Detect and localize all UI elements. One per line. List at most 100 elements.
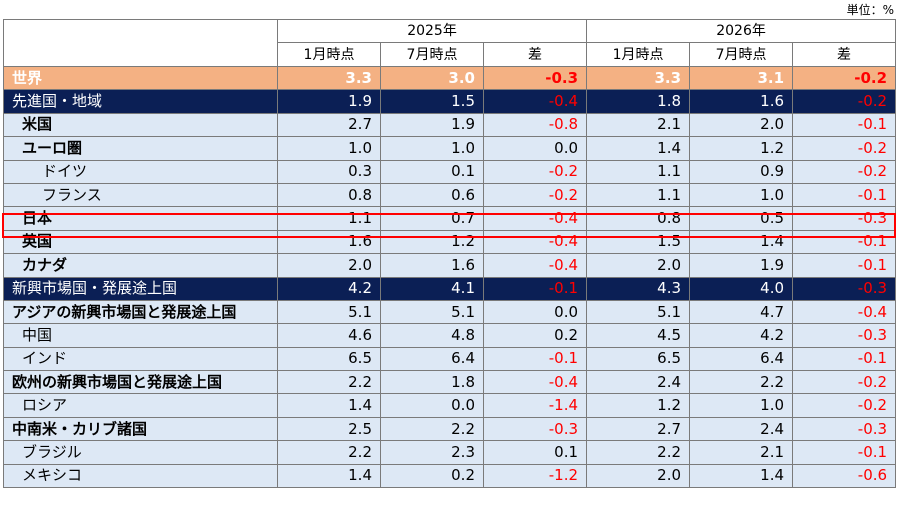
header-sub: 1月時点 (277, 42, 381, 67)
value-cell: 2.3 (380, 440, 484, 465)
value-cell: 2.1 (689, 440, 794, 465)
table-row: 世界 3.3 3.0 -0.3 3.3 3.1 -0.2 (3, 65, 897, 91)
row-label: ブラジル (3, 440, 278, 465)
table-row: 中国 4.6 4.8 0.2 4.5 4.2 -0.3 (3, 323, 897, 348)
value-cell: -0.3 (482, 65, 588, 91)
value-cell: 1.6 (380, 253, 484, 278)
row-label: アジアの新興市場国と発展途上国 (3, 299, 278, 325)
value-cell: 4.8 (380, 323, 484, 348)
value-cell: 1.2 (380, 229, 484, 255)
value-cell: 1.8 (380, 370, 484, 395)
value-cell: 0.6 (380, 182, 484, 208)
value-cell: -0.3 (792, 416, 897, 442)
value-cell: 5.1 (586, 299, 691, 325)
value-cell: 1.6 (689, 89, 794, 114)
value-cell: -0.3 (792, 323, 897, 348)
table-row: 先進国・地域 1.9 1.5 -0.4 1.8 1.6 -0.2 (3, 89, 897, 114)
value-cell: 1.1 (277, 206, 381, 231)
value-cell: 0.1 (380, 159, 484, 184)
header-sub: 7月時点 (380, 42, 484, 67)
value-cell: 3.3 (277, 65, 381, 91)
row-label: 欧州の新興市場国と発展途上国 (3, 370, 278, 395)
table-row: ユーロ圏 1.0 1.0 0.0 1.4 1.2 -0.2 (3, 136, 897, 161)
value-cell: 2.0 (586, 253, 691, 278)
value-cell: 6.5 (277, 346, 381, 372)
value-cell: 4.2 (277, 276, 381, 301)
row-label: 新興市場国・発展途上国 (3, 276, 278, 301)
value-cell: 2.1 (586, 112, 691, 138)
value-cell: 4.5 (586, 323, 691, 348)
value-cell: 1.1 (586, 182, 691, 208)
header-sub: 7月時点 (689, 42, 794, 67)
value-cell: -0.4 (792, 299, 897, 325)
value-cell: -0.1 (792, 253, 897, 278)
value-cell: 6.5 (586, 346, 691, 372)
value-cell: 1.4 (586, 136, 691, 161)
row-label: 米国 (3, 112, 278, 138)
value-cell: 2.4 (586, 370, 691, 395)
value-cell: 2.2 (689, 370, 794, 395)
value-cell: 0.8 (586, 206, 691, 231)
value-cell: 1.6 (277, 229, 381, 255)
value-cell: 1.8 (586, 89, 691, 114)
value-cell: 4.3 (586, 276, 691, 301)
row-label: 世界 (3, 65, 278, 91)
table-row: 中南米・カリブ諸国 2.5 2.2 -0.3 2.7 2.4 -0.3 (3, 416, 897, 442)
value-cell: -0.6 (792, 463, 897, 489)
value-cell: 1.4 (689, 229, 794, 255)
value-cell: 0.2 (482, 323, 588, 348)
table-row: アジアの新興市場国と発展途上国 5.1 5.1 0.0 5.1 4.7 -0.4 (3, 299, 897, 325)
value-cell: 2.0 (586, 463, 691, 489)
value-cell: 1.9 (380, 112, 484, 138)
value-cell: -0.2 (792, 65, 897, 91)
value-cell: 2.0 (277, 253, 381, 278)
header-corner (3, 19, 278, 67)
row-label: 日本 (3, 206, 278, 231)
value-cell: -0.3 (482, 416, 588, 442)
row-label: インド (3, 346, 278, 372)
value-cell: 0.5 (689, 206, 794, 231)
value-cell: -0.2 (482, 182, 588, 208)
value-cell: -0.1 (792, 440, 897, 465)
value-cell: -0.4 (482, 229, 588, 255)
value-cell: -0.3 (792, 276, 897, 301)
value-cell: 1.4 (277, 393, 381, 418)
value-cell: -0.1 (792, 182, 897, 208)
value-cell: 2.2 (586, 440, 691, 465)
header-row-subs: 1月時点 7月時点 差 1月時点 7月時点 差 (4, 42, 897, 67)
table-header: 2025年 2026年 1月時点 7月時点 差 1月時点 7月時点 差 (3, 19, 897, 67)
table-row: ドイツ 0.3 0.1 -0.2 1.1 0.9 -0.2 (3, 159, 897, 184)
value-cell: -0.1 (792, 229, 897, 255)
value-cell: 3.3 (586, 65, 691, 91)
header-year-2026: 2026年 (586, 19, 897, 43)
value-cell: 1.0 (380, 136, 484, 161)
value-cell: 4.7 (689, 299, 794, 325)
row-label: ロシア (3, 393, 278, 418)
value-cell: 2.0 (689, 112, 794, 138)
table-row: フランス 0.8 0.6 -0.2 1.1 1.0 -0.1 (3, 182, 897, 208)
value-cell: 1.2 (586, 393, 691, 418)
value-cell: 0.0 (482, 136, 588, 161)
value-cell: 3.1 (689, 65, 794, 91)
value-cell: 1.9 (689, 253, 794, 278)
value-cell: 1.0 (689, 182, 794, 208)
value-cell: -0.2 (792, 393, 897, 418)
value-cell: -0.3 (792, 206, 897, 231)
value-cell: 4.2 (689, 323, 794, 348)
table-body: 世界 3.3 3.0 -0.3 3.3 3.1 -0.2 先進国・地域 1.9 1.5 -0.4 1.… (3, 65, 897, 489)
value-cell: 1.1 (586, 159, 691, 184)
table-row: ブラジル 2.2 2.3 0.1 2.2 2.1 -0.1 (3, 440, 897, 465)
table-row: 新興市場国・発展途上国 4.2 4.1 -0.1 4.3 4.0 -0.3 (3, 276, 897, 301)
value-cell: -0.1 (792, 112, 897, 138)
value-cell: 2.7 (586, 416, 691, 442)
value-cell: -0.2 (792, 89, 897, 114)
value-cell: 4.1 (380, 276, 484, 301)
value-cell: 3.0 (380, 65, 484, 91)
value-cell: 1.0 (277, 136, 381, 161)
value-cell: 6.4 (689, 346, 794, 372)
unit-label: 単位：% (846, 3, 894, 17)
table-row: インド 6.5 6.4 -0.1 6.5 6.4 -0.1 (3, 346, 897, 372)
value-cell: -0.4 (482, 253, 588, 278)
value-cell: 2.2 (277, 440, 381, 465)
value-cell: 2.2 (380, 416, 484, 442)
